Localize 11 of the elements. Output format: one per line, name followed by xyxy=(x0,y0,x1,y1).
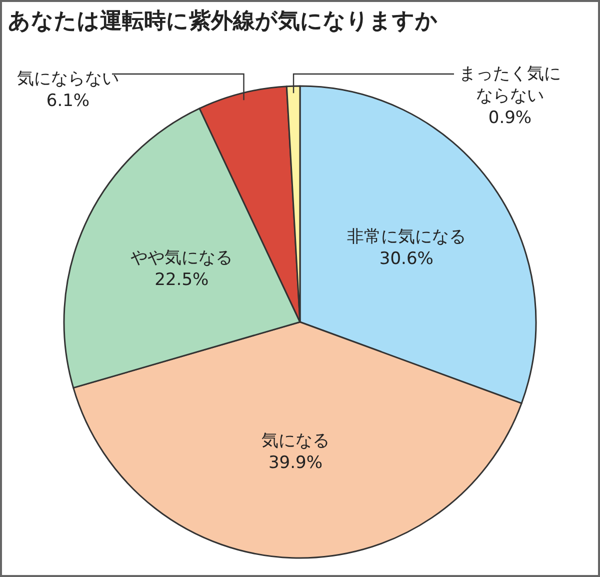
slice-label: 気にならない xyxy=(17,69,119,89)
data-label: 22.5% xyxy=(154,270,209,290)
data-label: 39.9% xyxy=(268,452,322,473)
data-label: 6.1% xyxy=(46,91,90,111)
data-label: 30.6% xyxy=(379,248,434,269)
slice-label: やや気になる xyxy=(130,248,233,268)
chart-title: あなたは運転時に紫外線が気になりますか xyxy=(8,8,438,36)
data-label: 0.9% xyxy=(488,108,532,128)
slice-label: 気になる xyxy=(262,430,330,451)
slice-label: まったく気にならない xyxy=(459,64,561,106)
slice-label: 非常に気になる xyxy=(346,226,466,247)
